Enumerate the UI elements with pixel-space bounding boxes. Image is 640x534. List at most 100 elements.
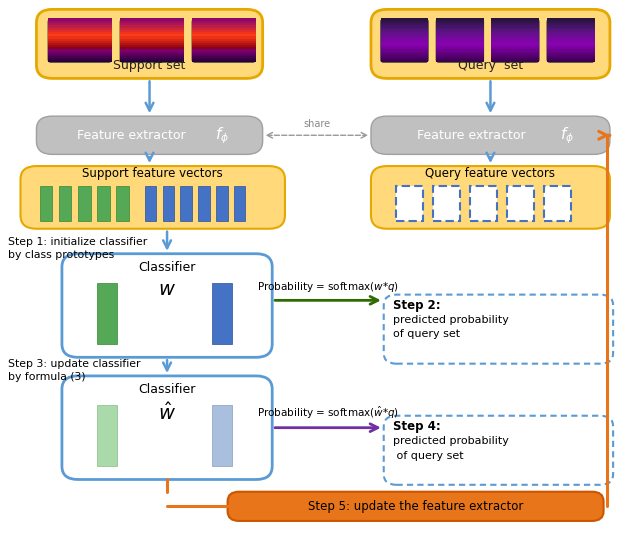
Bar <box>492 34 540 36</box>
Bar <box>212 405 232 466</box>
Bar <box>48 18 111 21</box>
Bar <box>436 46 484 50</box>
Bar <box>547 53 595 56</box>
FancyBboxPatch shape <box>48 19 111 62</box>
Bar <box>48 53 111 56</box>
Bar <box>145 186 156 221</box>
Text: $w$: $w$ <box>158 280 176 300</box>
Bar <box>120 60 184 62</box>
Bar <box>436 18 484 21</box>
Bar <box>492 58 540 60</box>
FancyBboxPatch shape <box>371 10 610 78</box>
Bar <box>120 21 184 23</box>
Bar <box>547 58 595 60</box>
FancyBboxPatch shape <box>396 186 423 221</box>
Bar <box>78 186 91 221</box>
Bar <box>492 18 540 21</box>
Bar <box>492 27 540 30</box>
Bar <box>48 38 111 41</box>
Bar <box>192 51 255 54</box>
FancyBboxPatch shape <box>371 166 610 229</box>
Bar <box>180 186 192 221</box>
FancyBboxPatch shape <box>508 186 534 221</box>
Text: of query set: of query set <box>394 329 460 340</box>
Bar <box>492 23 540 26</box>
Bar <box>492 36 540 38</box>
Bar <box>547 18 595 21</box>
Bar <box>120 58 184 60</box>
Bar <box>192 44 255 47</box>
Bar <box>381 40 428 43</box>
Bar <box>381 36 428 38</box>
Bar <box>48 60 111 62</box>
Bar <box>436 58 484 60</box>
Bar <box>381 38 428 41</box>
Bar <box>192 46 255 50</box>
Bar <box>163 186 174 221</box>
Bar <box>436 34 484 36</box>
FancyBboxPatch shape <box>36 116 262 154</box>
Bar <box>48 42 111 45</box>
Bar <box>192 38 255 41</box>
Text: Classifier: Classifier <box>138 261 196 273</box>
FancyBboxPatch shape <box>544 186 571 221</box>
Text: Step 2:: Step 2: <box>394 299 441 312</box>
Bar <box>120 42 184 45</box>
Bar <box>48 27 111 30</box>
Bar <box>120 34 184 36</box>
Bar <box>547 21 595 23</box>
Bar <box>436 38 484 41</box>
Text: $f_\phi$: $f_\phi$ <box>560 125 574 146</box>
Bar <box>192 42 255 45</box>
Bar <box>120 44 184 47</box>
Bar <box>436 27 484 30</box>
Bar <box>212 283 232 344</box>
Bar <box>492 51 540 54</box>
Text: Step 4:: Step 4: <box>394 420 441 433</box>
Bar <box>192 25 255 28</box>
FancyBboxPatch shape <box>381 19 428 62</box>
FancyBboxPatch shape <box>433 186 460 221</box>
Bar <box>436 23 484 26</box>
Bar <box>48 23 111 26</box>
Bar <box>547 23 595 26</box>
Bar <box>120 49 184 52</box>
Bar <box>492 29 540 32</box>
Bar <box>436 32 484 34</box>
Bar <box>192 21 255 23</box>
Bar <box>381 60 428 62</box>
Bar <box>216 186 228 221</box>
FancyBboxPatch shape <box>384 416 613 485</box>
Bar <box>436 53 484 56</box>
Text: Probability = softmax($w$*$q$): Probability = softmax($w$*$q$) <box>257 280 399 294</box>
Bar <box>381 21 428 23</box>
Bar <box>436 29 484 32</box>
Bar <box>48 36 111 38</box>
Bar <box>48 40 111 43</box>
Text: Step 3: update classifier
by formula (3): Step 3: update classifier by formula (3) <box>8 359 140 382</box>
Bar <box>120 46 184 50</box>
Bar <box>116 186 129 221</box>
Text: Support set: Support set <box>113 59 186 72</box>
FancyBboxPatch shape <box>384 295 613 364</box>
Bar <box>120 53 184 56</box>
Bar <box>492 38 540 41</box>
Bar <box>381 56 428 58</box>
Bar <box>492 21 540 23</box>
Bar <box>192 53 255 56</box>
Bar <box>436 36 484 38</box>
Text: share: share <box>303 119 330 129</box>
Bar <box>120 56 184 58</box>
Bar <box>120 32 184 34</box>
Bar <box>492 42 540 45</box>
Bar <box>48 34 111 36</box>
Bar <box>547 34 595 36</box>
Bar <box>547 46 595 50</box>
FancyBboxPatch shape <box>470 186 497 221</box>
Bar <box>192 34 255 36</box>
Bar <box>436 49 484 52</box>
Bar <box>192 58 255 60</box>
Bar <box>120 23 184 26</box>
Bar <box>192 36 255 38</box>
Bar <box>381 46 428 50</box>
